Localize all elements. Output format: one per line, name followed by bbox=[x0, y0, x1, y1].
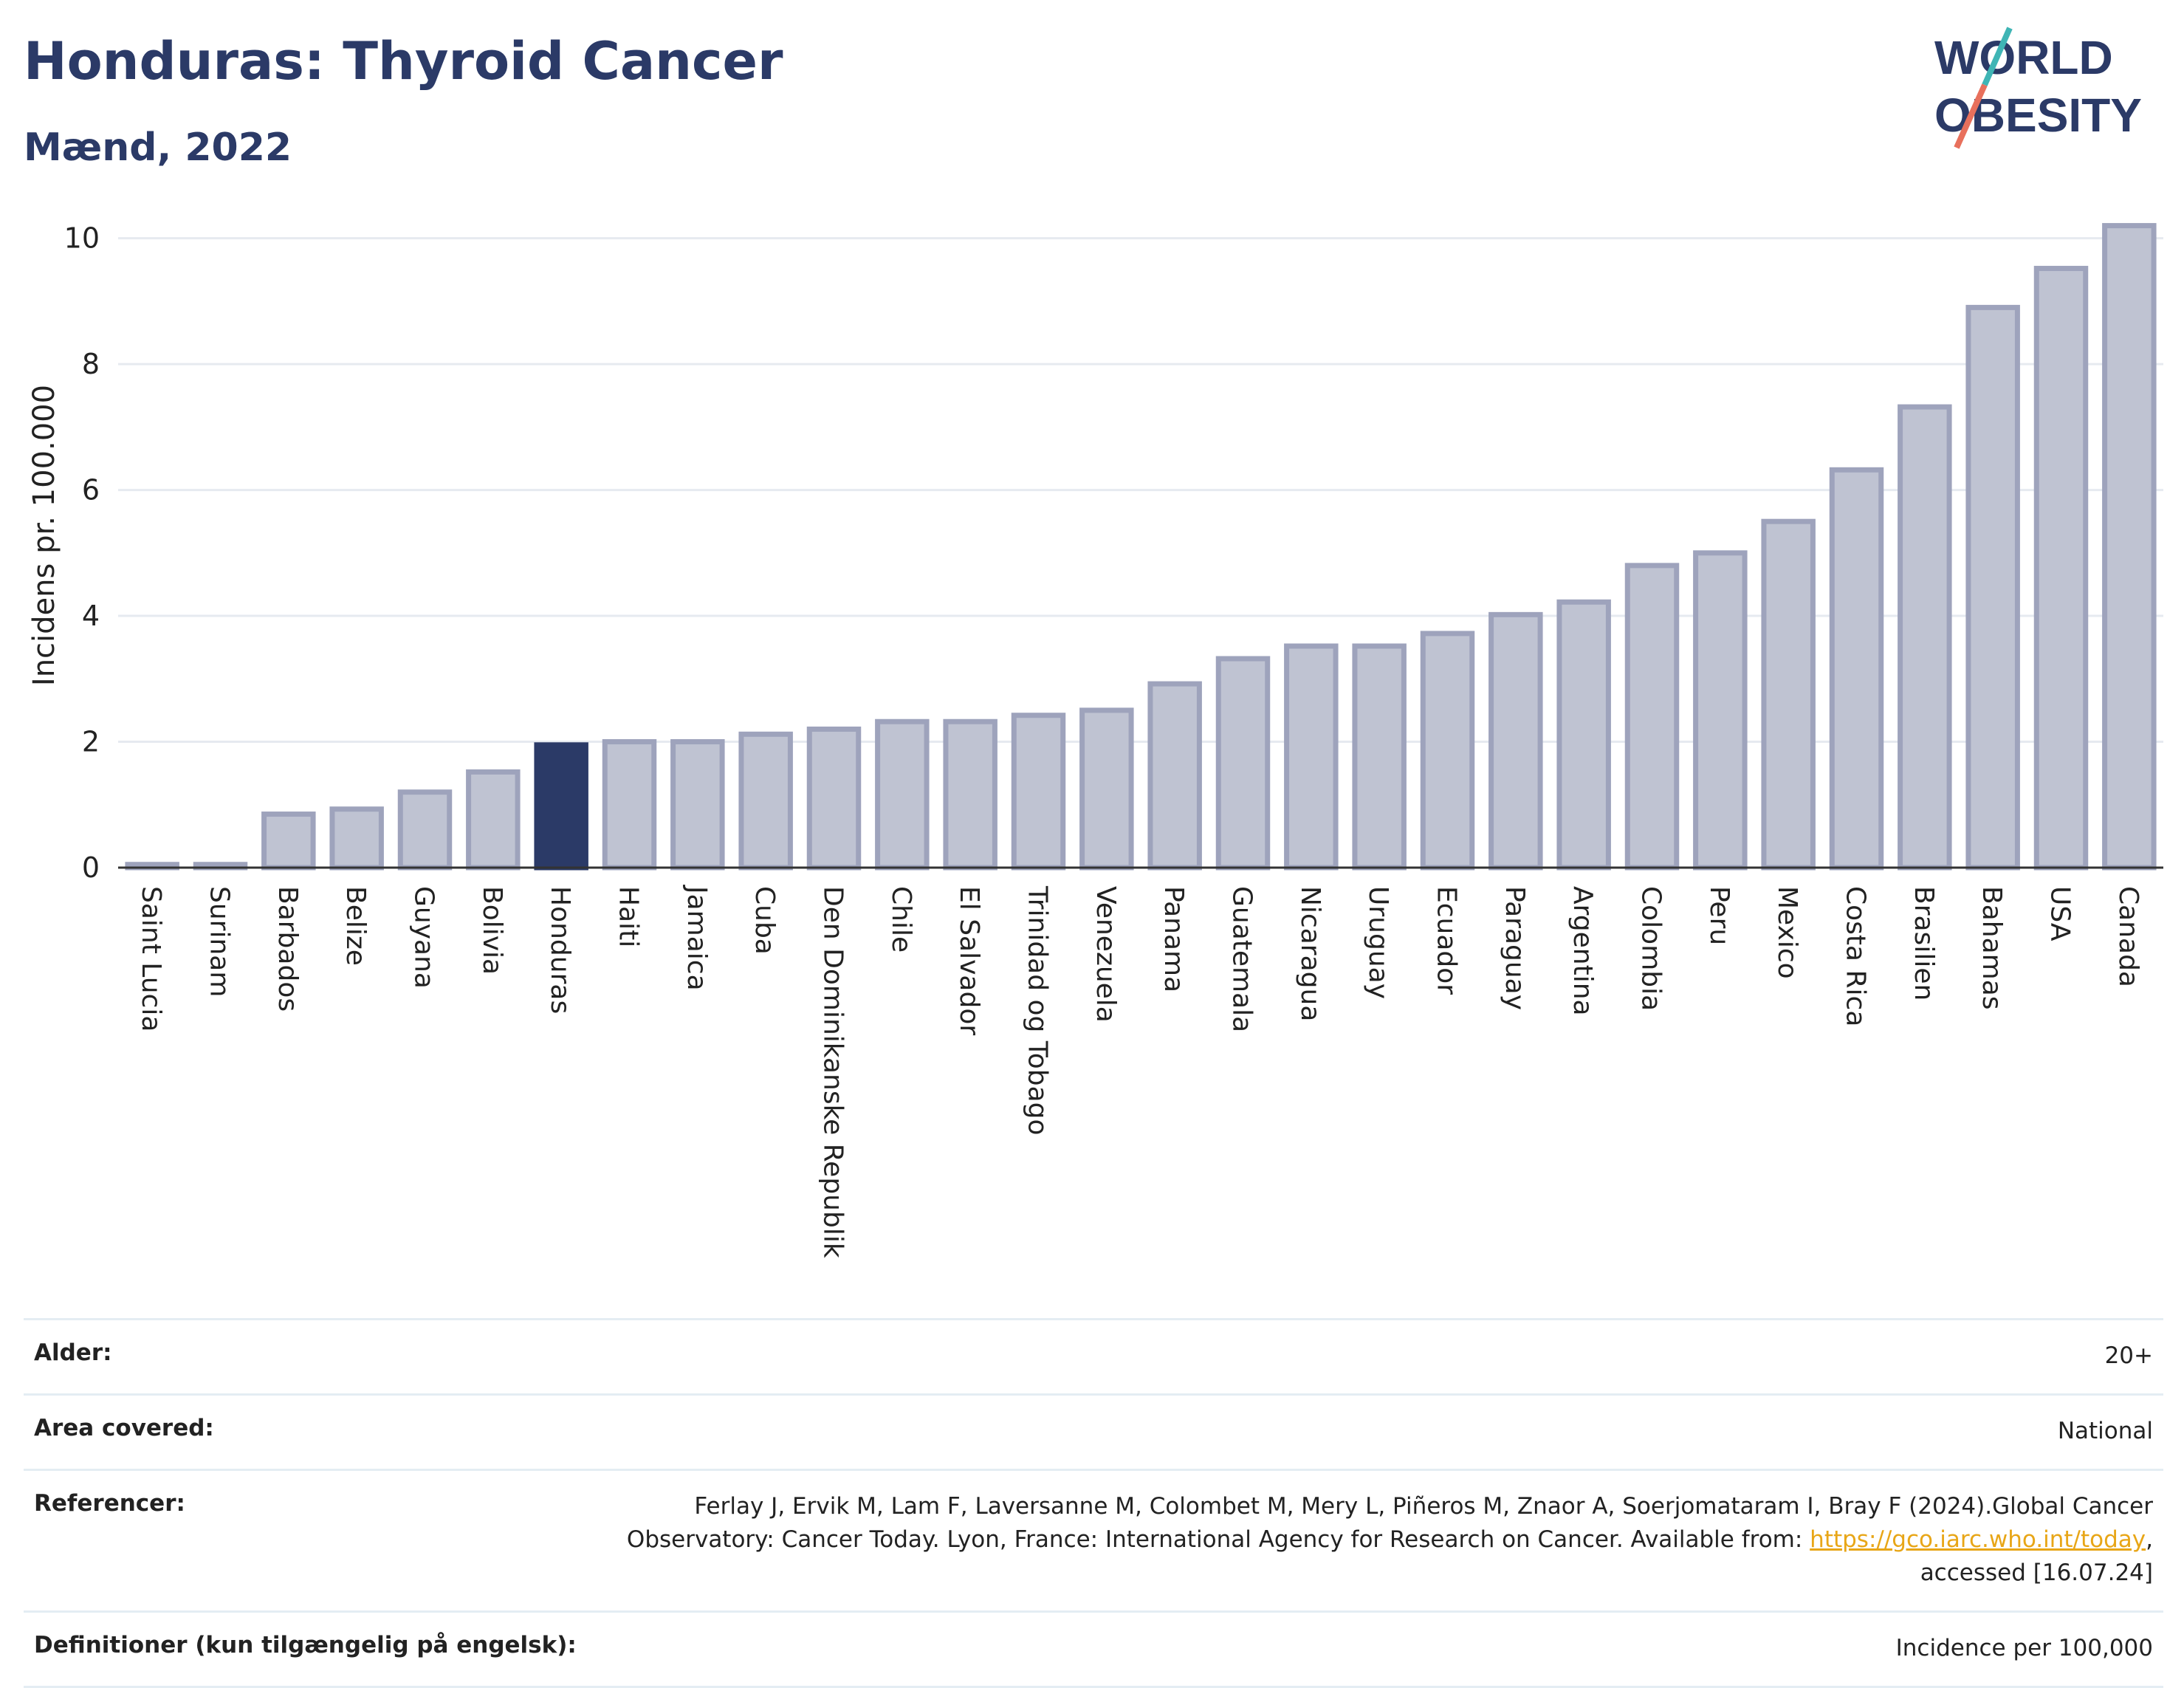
meta-label: Referencer: bbox=[34, 1489, 185, 1517]
bar-belize bbox=[329, 806, 384, 871]
x-tick-label: Chile bbox=[886, 886, 916, 953]
x-tick-label: Guyana bbox=[409, 886, 439, 989]
bar-guyana bbox=[397, 789, 453, 871]
meta-value: Incidence per 100,000 bbox=[1895, 1634, 2153, 1661]
logo-coral-stroke bbox=[1954, 83, 1988, 149]
bar-cuba bbox=[738, 731, 793, 871]
x-tick-label: Saint Lucia bbox=[136, 886, 166, 1032]
x-tick-label: Haiti bbox=[614, 886, 644, 947]
y-axis-label-wrap: Incidens pr. 100.000 bbox=[27, 385, 346, 686]
x-tick-label: El Salvador bbox=[954, 886, 984, 1035]
x-tick-label: Nicaragua bbox=[1295, 886, 1325, 1021]
meta-label: Alder: bbox=[34, 1339, 112, 1366]
metadata-table: Alder: 20+ Area covered: National Refere… bbox=[24, 1318, 2163, 1688]
bars bbox=[125, 223, 2157, 871]
y-tick-label: 0 bbox=[82, 851, 100, 884]
meta-row-area: Area covered: National bbox=[24, 1393, 2163, 1469]
x-tick-label: Ecuador bbox=[1432, 886, 1462, 995]
reference-link[interactable]: https://gco.iarc.who.int/today bbox=[1810, 1526, 2146, 1553]
x-tick-label: Uruguay bbox=[1363, 886, 1393, 999]
x-tick-label: USA bbox=[2045, 886, 2075, 941]
x-tick-labels: Saint Lucia Surinam Barbados Belize Guyana Bo… bbox=[136, 885, 2143, 1258]
page-subtitle: Mænd, 2022 bbox=[24, 126, 292, 170]
bar-argentina bbox=[1556, 599, 1611, 871]
x-tick-label: Cuba bbox=[749, 886, 780, 955]
grid-lines bbox=[118, 237, 2163, 744]
logo-line1: WORLD bbox=[1934, 31, 2113, 84]
x-tick-label: Jamaica bbox=[681, 885, 712, 991]
x-tick-label: Honduras bbox=[545, 886, 575, 1014]
bar-trinidad-og-tobago bbox=[1011, 713, 1066, 871]
y-tick-label: 8 bbox=[82, 348, 100, 380]
bar-chile bbox=[875, 718, 930, 871]
x-tick-label: Brasilien bbox=[1909, 886, 1939, 1001]
y-tick-label: 6 bbox=[82, 474, 100, 507]
bar-jamaica bbox=[670, 739, 725, 871]
x-tick-label: Surinam bbox=[205, 886, 235, 997]
x-tick-label: Argentina bbox=[1567, 886, 1598, 1016]
x-tick-label: Costa Rica bbox=[1841, 886, 1871, 1026]
bar-paraguay bbox=[1488, 611, 1543, 871]
x-tick-label: Bahamas bbox=[1977, 886, 2007, 1010]
y-tick-label: 4 bbox=[82, 600, 100, 632]
bar-ecuador bbox=[1420, 631, 1475, 871]
bar-uruguay bbox=[1352, 643, 1407, 871]
bar-venezuela bbox=[1079, 707, 1134, 871]
reference-text: Ferlay J, Ervik M, Lam F, Laversanne M, … bbox=[626, 1492, 2153, 1553]
logo-teal-stroke bbox=[1982, 27, 2013, 86]
bar-colombia bbox=[1624, 563, 1680, 871]
world-obesity-logo: WORLD OBESITY bbox=[1934, 27, 2142, 149]
bar-panama bbox=[1147, 681, 1202, 871]
bar-usa bbox=[2033, 266, 2089, 871]
meta-value: 20+ bbox=[2104, 1342, 2153, 1369]
bar-guatemala bbox=[1215, 656, 1271, 871]
y-tick-labels: 0 2 4 6 8 10 bbox=[64, 222, 100, 884]
meta-value: Ferlay J, Ervik M, Lam F, Laversanne M, … bbox=[602, 1490, 2153, 1590]
x-tick-label: Canada bbox=[2113, 886, 2143, 987]
bar-honduras bbox=[534, 742, 588, 871]
meta-label: Area covered: bbox=[34, 1414, 214, 1441]
bar-bahamas bbox=[1965, 304, 2020, 871]
bar-peru bbox=[1693, 550, 1748, 871]
x-tick-label: Barbados bbox=[272, 886, 303, 1012]
x-tick-label: Bolivia bbox=[477, 886, 507, 975]
bar-barbados bbox=[261, 812, 316, 871]
y-axis-label: Incidens pr. 100.000 bbox=[27, 384, 61, 687]
bar-haiti bbox=[602, 739, 657, 871]
y-tick-label: 10 bbox=[64, 222, 100, 255]
bar-canada bbox=[2102, 223, 2157, 871]
meta-value: National bbox=[2057, 1417, 2153, 1444]
meta-row-age: Alder: 20+ bbox=[24, 1318, 2163, 1393]
y-tick-label: 2 bbox=[82, 726, 100, 758]
bar-brasilien bbox=[1898, 404, 1952, 871]
x-tick-label: Guatemala bbox=[1227, 886, 1257, 1032]
bar-nicaragua bbox=[1284, 643, 1339, 871]
bar-mexico bbox=[1761, 518, 1816, 871]
meta-label: Definitioner (kun tilgængelig på engelsk… bbox=[34, 1631, 577, 1658]
x-tick-label: Panama bbox=[1158, 886, 1189, 992]
x-tick-label: Paraguay bbox=[1500, 886, 1530, 1010]
x-tick-label: Peru bbox=[1704, 886, 1734, 945]
meta-row-definitions: Definitioner (kun tilgængelig på engelsk… bbox=[24, 1610, 2163, 1688]
x-tick-label: Den Dominikanske Republik bbox=[818, 886, 848, 1258]
x-tick-label: Colombia bbox=[1636, 886, 1666, 1011]
bar-den-dominikanske-republik bbox=[806, 726, 862, 871]
bar-bolivia bbox=[466, 769, 521, 871]
x-tick-label: Trinidad og Tobago bbox=[1023, 885, 1053, 1136]
bar-costa-rica bbox=[1829, 467, 1884, 871]
bar-chart: 0 2 4 6 8 10 Saint Lucia Surinam Barbados Belize… bbox=[64, 222, 2163, 1258]
bar-el-salvador bbox=[943, 718, 997, 871]
x-tick-label: Mexico bbox=[1772, 886, 1802, 979]
meta-row-references: Referencer: Ferlay J, Ervik M, Lam F, La… bbox=[24, 1468, 2163, 1610]
x-tick-label: Belize bbox=[340, 886, 371, 966]
x-tick-label: Venezuela bbox=[1091, 886, 1121, 1023]
page-title: Honduras: Thyroid Cancer bbox=[24, 31, 783, 92]
reference-accessed: , accessed [16.07.24] bbox=[1920, 1526, 2153, 1586]
